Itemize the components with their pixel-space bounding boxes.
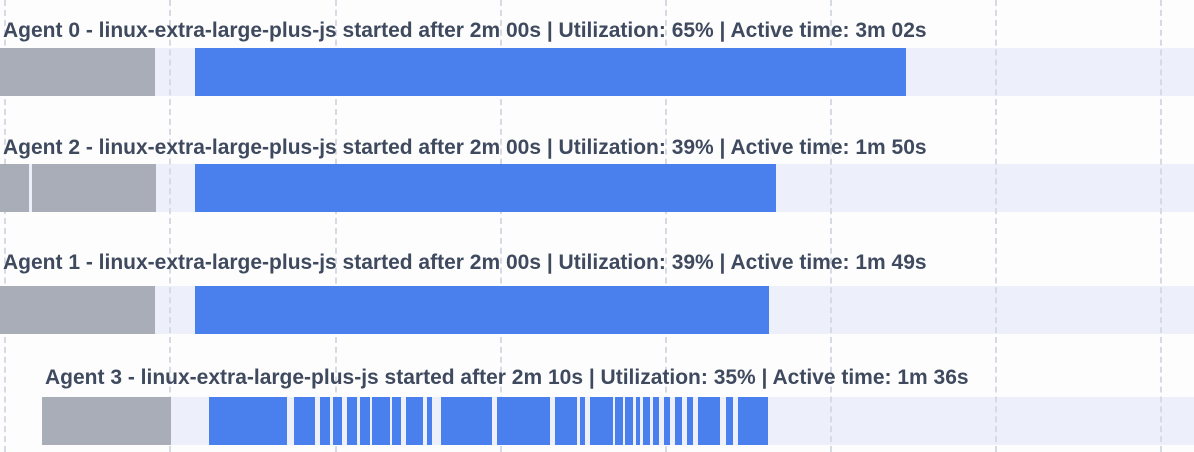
active-segment[interactable] bbox=[347, 397, 357, 445]
active-segment[interactable] bbox=[195, 164, 776, 212]
active-segment[interactable] bbox=[643, 397, 650, 445]
active-segment[interactable] bbox=[726, 397, 733, 445]
agent-row-label: Agent 0 - linux-extra-large-plus-js star… bbox=[3, 19, 927, 42]
timeline-gridline bbox=[4, 0, 6, 452]
active-segment[interactable] bbox=[333, 397, 342, 445]
startup-segment[interactable] bbox=[42, 397, 171, 445]
active-segment[interactable] bbox=[625, 397, 633, 445]
active-segment[interactable] bbox=[555, 397, 577, 445]
active-segment[interactable] bbox=[615, 397, 623, 445]
timeline-gridline bbox=[169, 0, 171, 452]
active-segment[interactable] bbox=[738, 397, 768, 445]
active-segment[interactable] bbox=[675, 397, 682, 445]
timeline-gridline bbox=[665, 0, 667, 452]
active-segment[interactable] bbox=[441, 397, 492, 445]
active-segment[interactable] bbox=[497, 397, 550, 445]
startup-segment[interactable] bbox=[0, 286, 155, 334]
active-segment[interactable] bbox=[320, 397, 330, 445]
active-segment[interactable] bbox=[209, 397, 287, 445]
active-segment[interactable] bbox=[372, 397, 390, 445]
agent-row-label: Agent 3 - linux-extra-large-plus-js star… bbox=[45, 366, 969, 389]
active-segment[interactable] bbox=[698, 397, 720, 445]
startup-segment[interactable] bbox=[32, 164, 156, 212]
agent-row-label: Agent 1 - linux-extra-large-plus-js star… bbox=[3, 251, 927, 274]
startup-segment[interactable] bbox=[0, 48, 155, 96]
active-segment[interactable] bbox=[427, 397, 432, 445]
active-segment[interactable] bbox=[360, 397, 370, 445]
active-segment[interactable] bbox=[664, 397, 670, 445]
agent-row-label: Agent 2 - linux-extra-large-plus-js star… bbox=[3, 136, 927, 159]
active-segment[interactable] bbox=[195, 48, 906, 96]
timeline-gridline bbox=[500, 0, 502, 452]
active-segment[interactable] bbox=[636, 397, 640, 445]
active-segment[interactable] bbox=[653, 397, 659, 445]
active-segment[interactable] bbox=[580, 397, 585, 445]
startup-segment[interactable] bbox=[0, 164, 29, 212]
timeline-gridline bbox=[335, 0, 337, 452]
active-segment[interactable] bbox=[590, 397, 613, 445]
active-segment[interactable] bbox=[687, 397, 693, 445]
active-segment[interactable] bbox=[195, 286, 769, 334]
timeline-gridline bbox=[1160, 0, 1162, 452]
timeline-gridline bbox=[995, 0, 997, 452]
active-segment[interactable] bbox=[294, 397, 315, 445]
timeline-gridline bbox=[830, 0, 832, 452]
active-segment[interactable] bbox=[406, 397, 423, 445]
active-segment[interactable] bbox=[392, 397, 401, 445]
